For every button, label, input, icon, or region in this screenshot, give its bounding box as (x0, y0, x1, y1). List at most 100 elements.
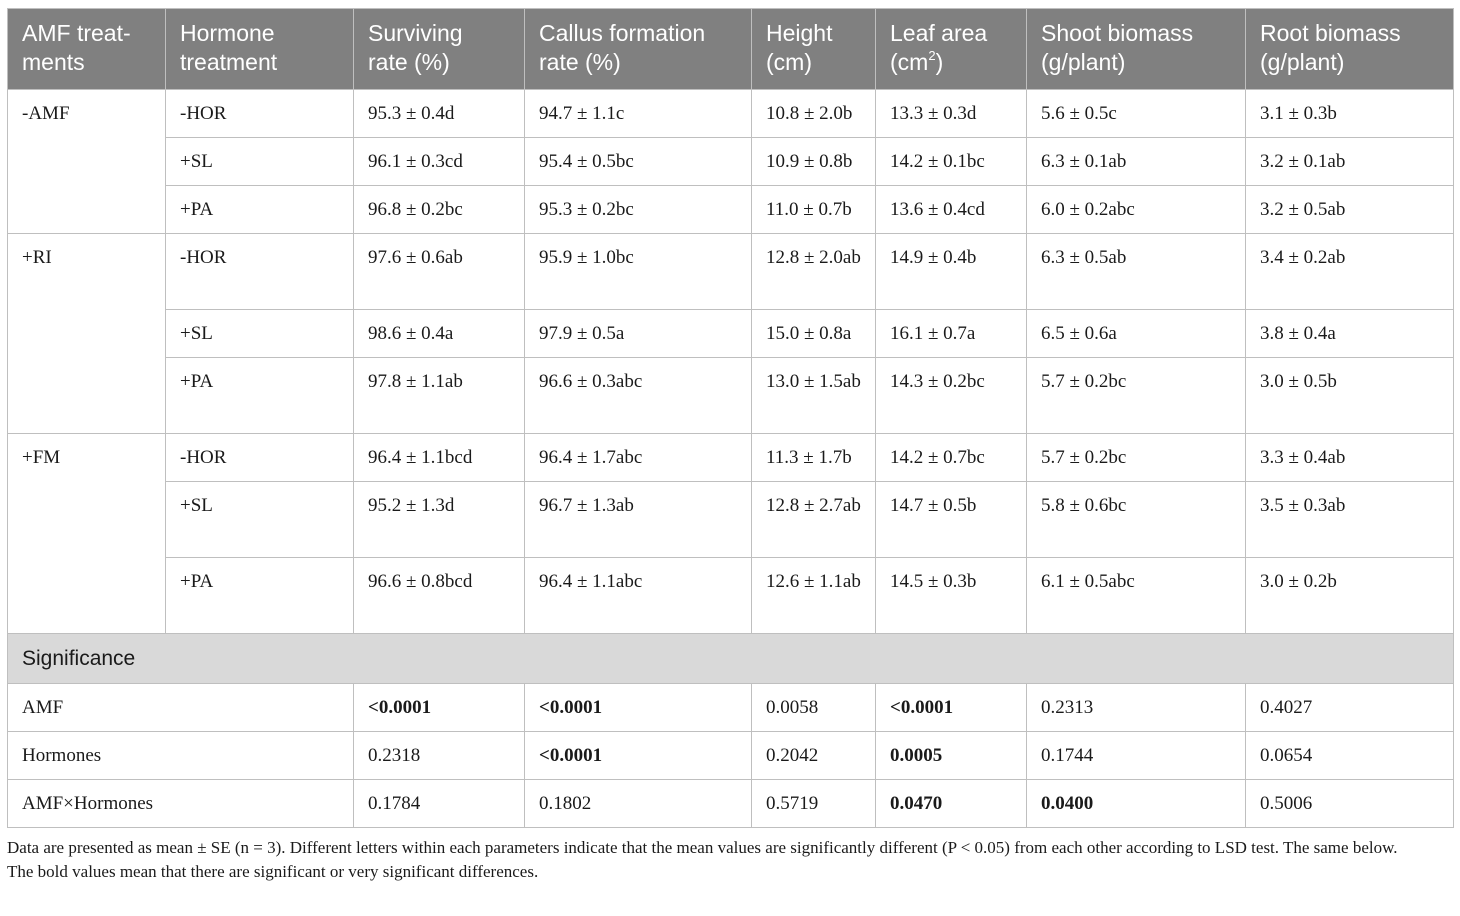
header-callus-formation-rate: Callus formation rate (%) (524, 8, 752, 90)
table-row: +SL 95.2 ± 1.3d 96.7 ± 1.3ab 12.8 ± 2.7a… (8, 481, 1454, 558)
shoot-biomass-cell: 6.0 ± 0.2abc (1026, 185, 1246, 234)
surviving-p-cell: 0.1784 (353, 779, 525, 828)
table-row: +SL 96.1 ± 0.3cd 95.4 ± 0.5bc 10.9 ± 0.8… (8, 137, 1454, 186)
leaf-area-cell: 14.3 ± 0.2bc (875, 357, 1027, 434)
data-table-container: AMF treat-ments Hormone treatment Survivi… (7, 8, 1454, 828)
leaf-area-p-cell: 0.0005 (875, 731, 1027, 780)
leaf-area-cell: 14.7 ± 0.5b (875, 481, 1027, 558)
header-row: AMF treat-ments Hormone treatment Survivi… (7, 8, 1454, 90)
shoot-biomass-cell: 6.3 ± 0.5ab (1026, 233, 1246, 310)
header-surviving-rate: Surviving rate (%) (353, 8, 525, 90)
table-row: -AMF -HOR 95.3 ± 0.4d 94.7 ± 1.1c 10.8 ±… (7, 89, 1454, 234)
leaf-area-p-cell: <0.0001 (875, 683, 1027, 732)
surviving-cell: 97.6 ± 0.6ab (353, 233, 525, 310)
surviving-p-cell: 0.2318 (353, 731, 525, 780)
shoot-biomass-p-cell: 0.1744 (1026, 731, 1246, 780)
hormone-cell: +SL (165, 481, 354, 558)
leaf-area-cell: 13.3 ± 0.3d (875, 89, 1027, 138)
hormone-cell: +SL (165, 309, 354, 358)
height-cell: 15.0 ± 0.8a (751, 309, 876, 358)
callus-p-cell: 0.1802 (524, 779, 752, 828)
amf-group-cell: +FM (7, 433, 166, 634)
callus-cell: 95.9 ± 1.0bc (524, 233, 752, 310)
header-hormone-treatment: Hormone treatment (165, 8, 354, 90)
hormone-cell: +PA (165, 357, 354, 434)
table-body: -AMF -HOR 95.3 ± 0.4d 94.7 ± 1.1c 10.8 ±… (7, 89, 1454, 828)
leaf-area-cell: 14.2 ± 0.1bc (875, 137, 1027, 186)
callus-cell: 96.4 ± 1.1abc (524, 557, 752, 634)
root-biomass-cell: 3.3 ± 0.4ab (1245, 433, 1454, 482)
height-p-cell: 0.5719 (751, 779, 876, 828)
hormone-cell: +PA (165, 557, 354, 634)
root-biomass-cell: 3.2 ± 0.5ab (1245, 185, 1454, 234)
surviving-cell: 96.4 ± 1.1bcd (353, 433, 525, 482)
significance-row-amf: AMF <0.0001 <0.0001 0.0058 <0.0001 0.231… (7, 683, 1454, 732)
header-leaf-area: Leaf area (cm2) (875, 8, 1027, 90)
shoot-biomass-p-cell: 0.2313 (1026, 683, 1246, 732)
significance-row-hormones: Hormones 0.2318 <0.0001 0.2042 0.0005 0.… (7, 731, 1454, 780)
amf-group-cell: -AMF (7, 89, 166, 234)
shoot-biomass-cell: 5.6 ± 0.5c (1026, 89, 1246, 138)
shoot-biomass-cell: 5.7 ± 0.2bc (1026, 357, 1246, 434)
table-row: +PA 97.8 ± 1.1ab 96.6 ± 0.3abc 13.0 ± 1.… (8, 357, 1454, 434)
surviving-cell: 95.3 ± 0.4d (353, 89, 525, 138)
surviving-cell: 95.2 ± 1.3d (353, 481, 525, 558)
factor-cell: AMF×Hormones (7, 779, 354, 828)
factor-cell: AMF (7, 683, 354, 732)
shoot-biomass-cell: 5.7 ± 0.2bc (1026, 433, 1246, 482)
height-cell: 10.9 ± 0.8b (751, 137, 876, 186)
hormone-cell: +PA (165, 185, 354, 234)
amf-group-cell: +RI (7, 233, 166, 434)
results-table: AMF treat-ments Hormone treatment Survivi… (7, 8, 1454, 828)
surviving-cell: 96.1 ± 0.3cd (353, 137, 525, 186)
surviving-cell: 96.8 ± 0.2bc (353, 185, 525, 234)
callus-p-cell: <0.0001 (524, 731, 752, 780)
footnote-data-description: Data are presented as mean ± SE (n = 3).… (7, 838, 1398, 857)
shoot-biomass-cell: 6.5 ± 0.6a (1026, 309, 1246, 358)
root-biomass-p-cell: 0.4027 (1245, 683, 1454, 732)
height-cell: 11.3 ± 1.7b (751, 433, 876, 482)
height-cell: 12.8 ± 2.0ab (751, 233, 876, 310)
callus-cell: 97.9 ± 0.5a (524, 309, 752, 358)
significance-label: Significance (7, 633, 1454, 684)
surviving-cell: 97.8 ± 1.1ab (353, 357, 525, 434)
root-biomass-cell: 3.0 ± 0.5b (1245, 357, 1454, 434)
table-row: +RI -HOR 97.6 ± 0.6ab 95.9 ± 1.0bc 12.8 … (7, 233, 1454, 434)
table-header: AMF treat-ments Hormone treatment Survivi… (7, 8, 1454, 90)
surviving-cell: 96.6 ± 0.8bcd (353, 557, 525, 634)
height-p-cell: 0.0058 (751, 683, 876, 732)
hormone-cell: -HOR (165, 233, 354, 310)
surviving-p-cell: <0.0001 (353, 683, 525, 732)
height-p-cell: 0.2042 (751, 731, 876, 780)
root-biomass-cell: 3.5 ± 0.3ab (1245, 481, 1454, 558)
root-biomass-cell: 3.1 ± 0.3b (1245, 89, 1454, 138)
callus-cell: 94.7 ± 1.1c (524, 89, 752, 138)
callus-cell: 96.7 ± 1.3ab (524, 481, 752, 558)
shoot-biomass-cell: 5.8 ± 0.6bc (1026, 481, 1246, 558)
height-cell: 10.8 ± 2.0b (751, 89, 876, 138)
callus-cell: 96.4 ± 1.7abc (524, 433, 752, 482)
root-biomass-cell: 3.0 ± 0.2b (1245, 557, 1454, 634)
callus-cell: 96.6 ± 0.3abc (524, 357, 752, 434)
hormone-cell: -HOR (165, 89, 354, 138)
shoot-biomass-cell: 6.1 ± 0.5abc (1026, 557, 1246, 634)
callus-cell: 95.4 ± 0.5bc (524, 137, 752, 186)
leaf-area-cell: 16.1 ± 0.7a (875, 309, 1027, 358)
header-height: Height (cm) (751, 8, 876, 90)
factor-cell: Hormones (7, 731, 354, 780)
height-cell: 12.8 ± 2.7ab (751, 481, 876, 558)
leaf-area-cell: 14.2 ± 0.7bc (875, 433, 1027, 482)
height-cell: 12.6 ± 1.1ab (751, 557, 876, 634)
callus-cell: 95.3 ± 0.2bc (524, 185, 752, 234)
height-cell: 13.0 ± 1.5ab (751, 357, 876, 434)
significance-row-interaction: AMF×Hormones 0.1784 0.1802 0.5719 0.0470… (7, 779, 1454, 828)
shoot-biomass-p-cell: 0.0400 (1026, 779, 1246, 828)
table-row: +PA 96.6 ± 0.8bcd 96.4 ± 1.1abc 12.6 ± 1… (8, 557, 1454, 634)
table-row: +FM -HOR 96.4 ± 1.1bcd 96.4 ± 1.7abc 11.… (7, 433, 1454, 634)
table-footnotes: Data are presented as mean ± SE (n = 3).… (7, 836, 1453, 884)
hormone-cell: +SL (165, 137, 354, 186)
root-biomass-cell: 3.2 ± 0.1ab (1245, 137, 1454, 186)
table-row: +SL 98.6 ± 0.4a 97.9 ± 0.5a 15.0 ± 0.8a … (8, 309, 1454, 358)
height-cell: 11.0 ± 0.7b (751, 185, 876, 234)
significance-header-row: Significance (7, 633, 1454, 684)
